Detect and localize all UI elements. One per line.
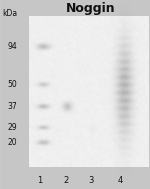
Text: 94: 94 xyxy=(8,42,17,51)
Text: 37: 37 xyxy=(8,102,17,111)
Text: 1: 1 xyxy=(38,176,43,185)
Text: 20: 20 xyxy=(8,138,17,147)
Text: Noggin: Noggin xyxy=(65,2,115,15)
Text: 29: 29 xyxy=(8,123,17,132)
Text: 4: 4 xyxy=(117,176,123,185)
Text: 2: 2 xyxy=(64,176,69,185)
Text: 3: 3 xyxy=(88,176,94,185)
Text: kDa: kDa xyxy=(2,9,17,18)
Text: 50: 50 xyxy=(8,80,17,89)
